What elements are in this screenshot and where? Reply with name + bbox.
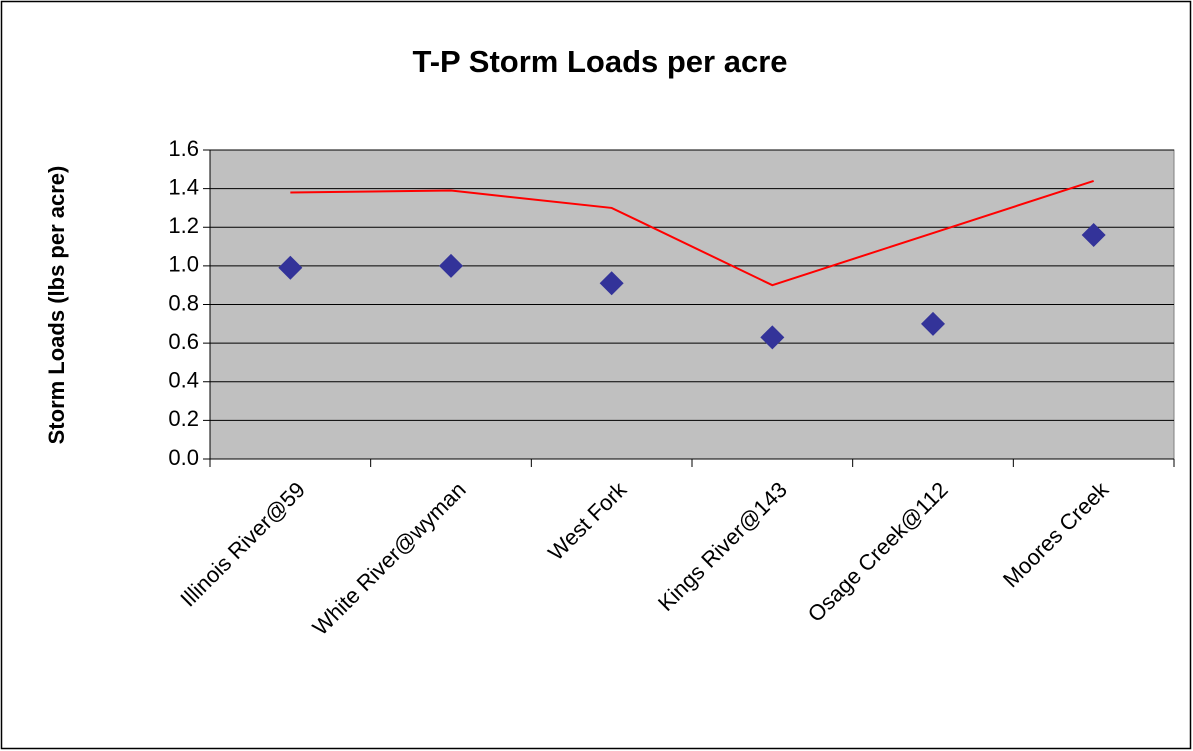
y-tick-label: 1.4 bbox=[168, 174, 199, 199]
data-point bbox=[599, 271, 624, 296]
y-tick-label: 0.8 bbox=[168, 290, 199, 315]
y-tick-label: 0.6 bbox=[168, 329, 199, 354]
y-tick-label: 0.4 bbox=[168, 368, 199, 393]
y-tick-label: 0.0 bbox=[168, 445, 199, 470]
data-point bbox=[921, 311, 945, 336]
data-line bbox=[290, 179, 1094, 287]
y-tick-label: 1.0 bbox=[168, 252, 199, 277]
data-point bbox=[278, 255, 303, 280]
data-point bbox=[760, 325, 785, 350]
y-axis-title: Storm Loads (lbs per acre) bbox=[44, 166, 69, 445]
y-tick-label: 1.2 bbox=[168, 213, 199, 238]
y-tick-label: 0.2 bbox=[168, 406, 199, 431]
data-point bbox=[439, 253, 463, 278]
y-tick-label: 1.6 bbox=[168, 136, 199, 161]
data-point bbox=[1081, 222, 1106, 247]
chart-title: T-P Storm Loads per acre bbox=[413, 44, 788, 79]
